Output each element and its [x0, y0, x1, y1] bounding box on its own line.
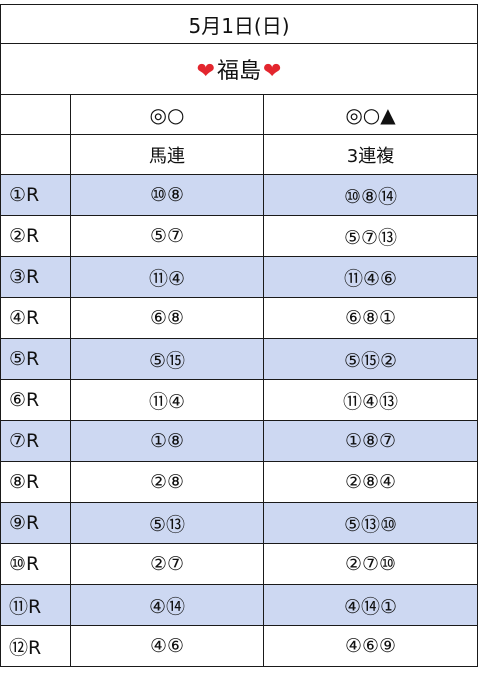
race-number-cell[interactable]: ⑩R	[0, 543, 71, 585]
sanrenpuku-picks-cell[interactable]: ⑥⑧①	[262, 297, 479, 339]
umaren-picks-cell[interactable]: ④⑭	[70, 584, 264, 626]
umaren-marks-cell[interactable]: ◎○	[70, 94, 264, 135]
sanrenpuku-picks-cell[interactable]: ⑤⑮②	[262, 338, 479, 380]
umaren-picks-cell[interactable]: ⑥⑧	[70, 297, 264, 339]
marks-row: ◎○ ◎○▲	[0, 94, 479, 135]
umaren-picks-cell[interactable]: ②⑦	[70, 543, 264, 585]
sanrenpuku-picks-cell[interactable]: ④⑥⑨	[262, 625, 479, 667]
venue-cell[interactable]: ❤福島❤	[0, 43, 479, 95]
race-number-cell[interactable]: ⑦R	[0, 420, 71, 462]
sanrenpuku-picks-cell[interactable]: ⑪④⑥	[262, 256, 479, 298]
race-number-cell[interactable]: ⑨R	[0, 502, 71, 544]
table-row: ③R ⑪④ ⑪④⑥	[0, 256, 479, 298]
race-number-cell[interactable]: ④R	[0, 297, 71, 339]
sanrenpuku-picks-cell[interactable]: ⑤⑬⑩	[262, 502, 479, 544]
umaren-picks-cell[interactable]: ⑤⑦	[70, 215, 264, 257]
sanrenpuku-picks-cell[interactable]: ④⑭①	[262, 584, 479, 626]
umaren-picks-cell[interactable]: ⑪④	[70, 256, 264, 298]
venue-name: 福島	[217, 59, 262, 84]
venue-row: ❤福島❤	[0, 43, 479, 95]
table-row: ④R ⑥⑧ ⑥⑧①	[0, 297, 479, 339]
umaren-picks-cell[interactable]: ⑤⑬	[70, 502, 264, 544]
umaren-picks-cell[interactable]: ⑩⑧	[70, 174, 264, 216]
sanrenpuku-picks-cell[interactable]: ⑩⑧⑭	[262, 174, 479, 216]
table-row: ⑪R ④⑭ ④⑭①	[0, 584, 479, 626]
table-row: ⑥R ⑪④ ⑪④⑬	[0, 379, 479, 421]
table-row: ⑩R ②⑦ ②⑦⑩	[0, 543, 479, 585]
date-cell[interactable]: 5月1日(日)	[0, 4, 479, 44]
umaren-picks-cell[interactable]: ②⑧	[70, 461, 264, 503]
race-number-cell[interactable]: ⑪R	[0, 584, 71, 626]
umaren-picks-cell[interactable]: ④⑥	[70, 625, 264, 667]
sanrenpuku-picks-cell[interactable]: ⑪④⑬	[262, 379, 479, 421]
table-row: ⑫R ④⑥ ④⑥⑨	[0, 625, 479, 667]
table-row: ⑤R ⑤⑮ ⑤⑮②	[0, 338, 479, 380]
race-number-cell[interactable]: ⑧R	[0, 461, 71, 503]
sanrenpuku-marks-cell[interactable]: ◎○▲	[262, 94, 479, 135]
empty-cell[interactable]	[0, 134, 71, 175]
race-number-cell[interactable]: ②R	[0, 215, 71, 257]
race-number-cell[interactable]: ①R	[0, 174, 71, 216]
umaren-label-cell[interactable]: 馬連	[70, 134, 264, 175]
date-row: 5月1日(日)	[0, 4, 479, 44]
race-number-cell[interactable]: ⑥R	[0, 379, 71, 421]
table-row: ②R ⑤⑦ ⑤⑦⑬	[0, 215, 479, 257]
empty-cell[interactable]	[0, 94, 71, 135]
race-number-cell[interactable]: ⑫R	[0, 625, 71, 667]
table-row: ⑨R ⑤⑬ ⑤⑬⑩	[0, 502, 479, 544]
heart-icon: ❤	[196, 59, 215, 84]
sanrenpuku-label-cell[interactable]: 3連複	[262, 134, 479, 175]
table-row: ①R ⑩⑧ ⑩⑧⑭	[0, 174, 479, 216]
sanrenpuku-picks-cell[interactable]: ①⑧⑦	[262, 420, 479, 462]
race-number-cell[interactable]: ③R	[0, 256, 71, 298]
umaren-picks-cell[interactable]: ⑤⑮	[70, 338, 264, 380]
race-number-cell[interactable]: ⑤R	[0, 338, 71, 380]
bet-type-row: 馬連 3連複	[0, 134, 479, 175]
picks-table: 5月1日(日) ❤福島❤ ◎○ ◎○▲ 馬連 3連複 ①R ⑩⑧ ⑩⑧⑭ ②R ⑤⑦ ⑤⑦…	[0, 4, 479, 667]
race-rows: ①R ⑩⑧ ⑩⑧⑭ ②R ⑤⑦ ⑤⑦⑬ ③R ⑪④ ⑪④⑥ ④R ⑥⑧ ⑥⑧① ⑤R ⑤⑮ ⑤⑮② ⑥R ⑪④ ⑪…	[0, 174, 479, 667]
heart-icon: ❤	[263, 59, 282, 84]
sanrenpuku-picks-cell[interactable]: ⑤⑦⑬	[262, 215, 479, 257]
umaren-picks-cell[interactable]: ⑪④	[70, 379, 264, 421]
umaren-picks-cell[interactable]: ①⑧	[70, 420, 264, 462]
table-row: ⑦R ①⑧ ①⑧⑦	[0, 420, 479, 462]
sanrenpuku-picks-cell[interactable]: ②⑦⑩	[262, 543, 479, 585]
sanrenpuku-picks-cell[interactable]: ②⑧④	[262, 461, 479, 503]
table-row: ⑧R ②⑧ ②⑧④	[0, 461, 479, 503]
